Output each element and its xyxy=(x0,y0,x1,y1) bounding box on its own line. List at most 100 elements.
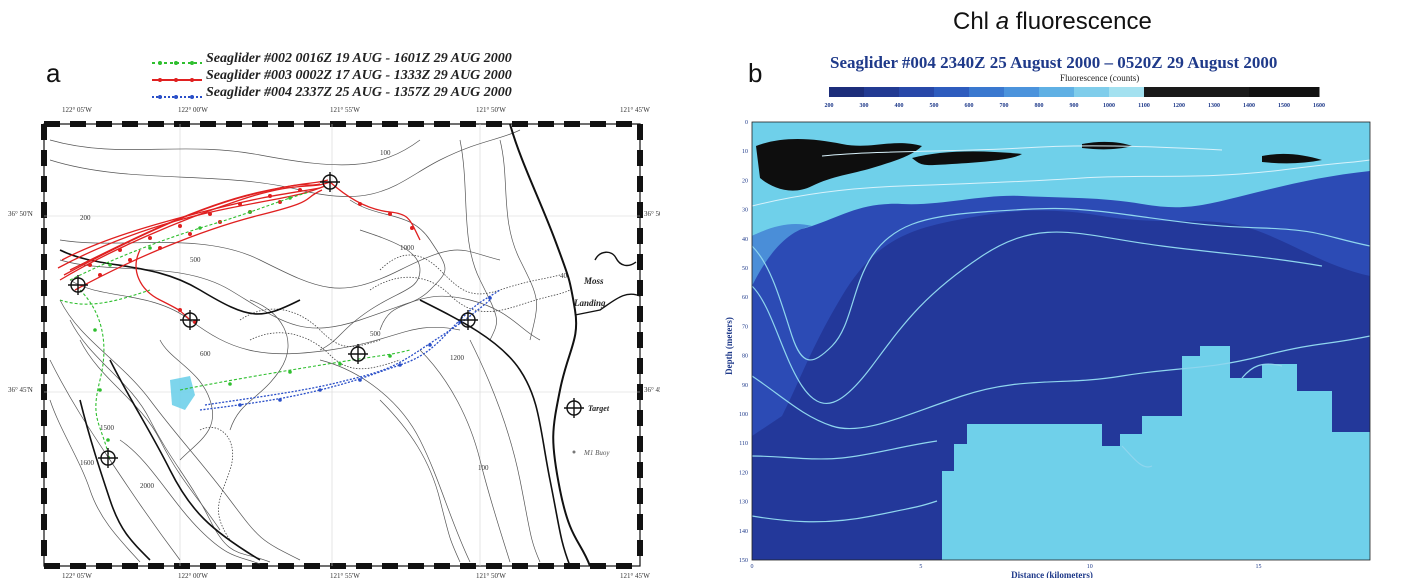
colorbar-tick-label: 1300 xyxy=(1208,103,1220,109)
colorbar-cell xyxy=(1074,87,1110,97)
colorbar-cells xyxy=(829,87,1320,97)
colorbar-tick-label: 300 xyxy=(860,103,869,109)
key-buoy-icon xyxy=(572,450,576,454)
lon-tick-top: 122° 05'W xyxy=(62,106,92,114)
legend-label-seaglider-002: Seaglider #002 0016Z 19 AUG - 1601Z 29 A… xyxy=(206,51,512,66)
key-target-label: Target xyxy=(588,404,610,413)
depth-tick-label: 100 xyxy=(739,412,748,418)
lon-tick-top: 122° 00'W xyxy=(178,106,208,114)
distance-ticks: 0 5 10 15 xyxy=(751,564,1262,570)
distance-tick-label: 10 xyxy=(1087,564,1093,570)
target-icon xyxy=(348,344,368,364)
bathymetry-map: 122° 05'W 122° 00'W 121° 55'W 121° 50'W … xyxy=(8,106,660,580)
depth-tick-label: 110 xyxy=(739,441,748,447)
contour-label: 500 xyxy=(370,330,381,338)
high-fluorescence-patch xyxy=(756,139,922,191)
track-seaglider-004-points xyxy=(238,296,492,407)
contour-label: 100 xyxy=(380,149,391,157)
track-seaglider-002-points xyxy=(93,196,392,442)
colorbar: 200 300 400 500 600 700 800 900 1000 1100 1200 1300… xyxy=(825,87,1325,109)
depth-tick-label: 70 xyxy=(742,324,748,330)
legend-swatch-blue xyxy=(152,95,202,99)
fluorescence-section: 0 10 20 30 40 50 60 70 80 90 100 110 120 130 140 150 0 5… xyxy=(724,120,1371,578)
colorbar-tick-label: 1400 xyxy=(1243,103,1255,109)
fluorescence-contours xyxy=(751,207,1371,523)
contour-label: 200 xyxy=(80,214,91,222)
y-axis-label: Depth (meters) xyxy=(724,317,734,375)
lat-tick-right: 36° 50'N xyxy=(644,210,660,218)
colorbar-tick-label: 1600 xyxy=(1313,103,1325,109)
contour-label: 600 xyxy=(200,350,211,358)
figure-title: Chl a fluorescence xyxy=(953,8,1152,36)
target-icon xyxy=(458,310,478,330)
lon-tick-top: 121° 55'W xyxy=(330,106,360,114)
lon-tick-bottom: 122° 05'W xyxy=(62,572,92,580)
colorbar-cell xyxy=(1214,87,1250,97)
colorbar-tick-label: 1500 xyxy=(1278,103,1290,109)
high-fluorescence-streak xyxy=(1262,153,1322,164)
depth-tick-label: 50 xyxy=(742,266,748,272)
major-contours xyxy=(59,249,571,567)
depth-tick-label: 60 xyxy=(742,295,748,301)
lon-tick-bottom: 121° 50'W xyxy=(476,572,506,580)
target-markers xyxy=(68,172,478,468)
colorbar-cell xyxy=(1039,87,1075,97)
colorbar-tick-label: 1200 xyxy=(1173,103,1185,109)
colorbar-cell xyxy=(1179,87,1215,97)
colorbar-cell xyxy=(864,87,900,97)
depth-tick-label: 20 xyxy=(742,178,748,184)
depth-tick-label: 120 xyxy=(739,470,748,476)
track-seaglider-002 xyxy=(59,191,411,461)
legend-swatch-green xyxy=(152,61,202,65)
depth-tick-label: 140 xyxy=(739,529,748,535)
colorbar-tick-label: 800 xyxy=(1035,103,1044,109)
panel-b-letter: b xyxy=(748,58,763,88)
lat-ticks: 36° 50'N 36° 45'N 36° 50'N 36° 45'N xyxy=(8,210,660,394)
legend-label-seaglider-004: Seaglider #004 2337Z 25 AUG - 1357Z 29 A… xyxy=(206,85,512,100)
contour-label: 500 xyxy=(190,256,201,264)
colorbar-cell xyxy=(969,87,1005,97)
lat-tick-left: 36° 50'N xyxy=(8,210,33,218)
lon-tick-top: 121° 50'W xyxy=(476,106,506,114)
cyan-patch xyxy=(170,376,195,410)
layer-surface-deepening xyxy=(752,224,812,286)
colorbar-tick-label: 1000 xyxy=(1103,103,1115,109)
target-icon xyxy=(320,172,340,192)
coastline xyxy=(509,123,591,567)
place-label-moss: Moss xyxy=(583,276,604,286)
depth-ticks: 0 10 20 30 40 50 60 70 80 90 100 110 120 130 140 150 xyxy=(739,120,748,564)
depth-tick-label: 40 xyxy=(742,237,748,243)
title-suffix: fluorescence xyxy=(1009,8,1152,35)
lon-tick-bottom: 122° 00'W xyxy=(178,572,208,580)
target-icon xyxy=(180,310,200,330)
x-axis-label: Distance (kilometers) xyxy=(1011,570,1093,578)
depth-tick-label: 10 xyxy=(742,149,748,155)
lon-ticks-top: 122° 05'W 122° 00'W 121° 55'W 121° 50'W … xyxy=(62,106,650,114)
target-icon xyxy=(68,275,88,295)
section-subtitle: Seaglider #004 2340Z 25 August 2000 – 05… xyxy=(830,53,1278,72)
colorbar-tick-label: 400 xyxy=(895,103,904,109)
coastline-islet xyxy=(594,251,637,267)
bathymetry-contours xyxy=(49,129,541,565)
colorbar-tick-label: 700 xyxy=(1000,103,1009,109)
colorbar-cell xyxy=(1284,87,1320,97)
contour-label: 1600 xyxy=(80,459,95,467)
map-grid xyxy=(44,124,640,566)
contour-label: 2000 xyxy=(140,482,155,490)
legend-entry-seaglider-002 xyxy=(150,55,204,73)
legend-entry-seaglider-003 xyxy=(150,72,204,90)
distance-tick-label: 15 xyxy=(1256,564,1262,570)
depth-tick-label: 130 xyxy=(739,500,748,506)
colorbar-cell xyxy=(899,87,935,97)
lat-tick-left: 36° 45'N xyxy=(8,386,33,394)
colorbar-tick-label: 200 xyxy=(825,103,834,109)
colorbar-title: Fluorescence (counts) xyxy=(1060,73,1140,83)
colorbar-tick-label: 1100 xyxy=(1138,103,1150,109)
title-prefix: Chl xyxy=(953,8,996,35)
contour-label: 40 xyxy=(560,272,568,280)
map-key: Target M1 Buoy xyxy=(564,398,610,457)
colorbar-tick-label: 500 xyxy=(930,103,939,109)
contour-label: 1200 xyxy=(450,354,465,362)
seafloor-region xyxy=(942,346,1370,560)
depth-tick-label: 0 xyxy=(745,120,748,126)
